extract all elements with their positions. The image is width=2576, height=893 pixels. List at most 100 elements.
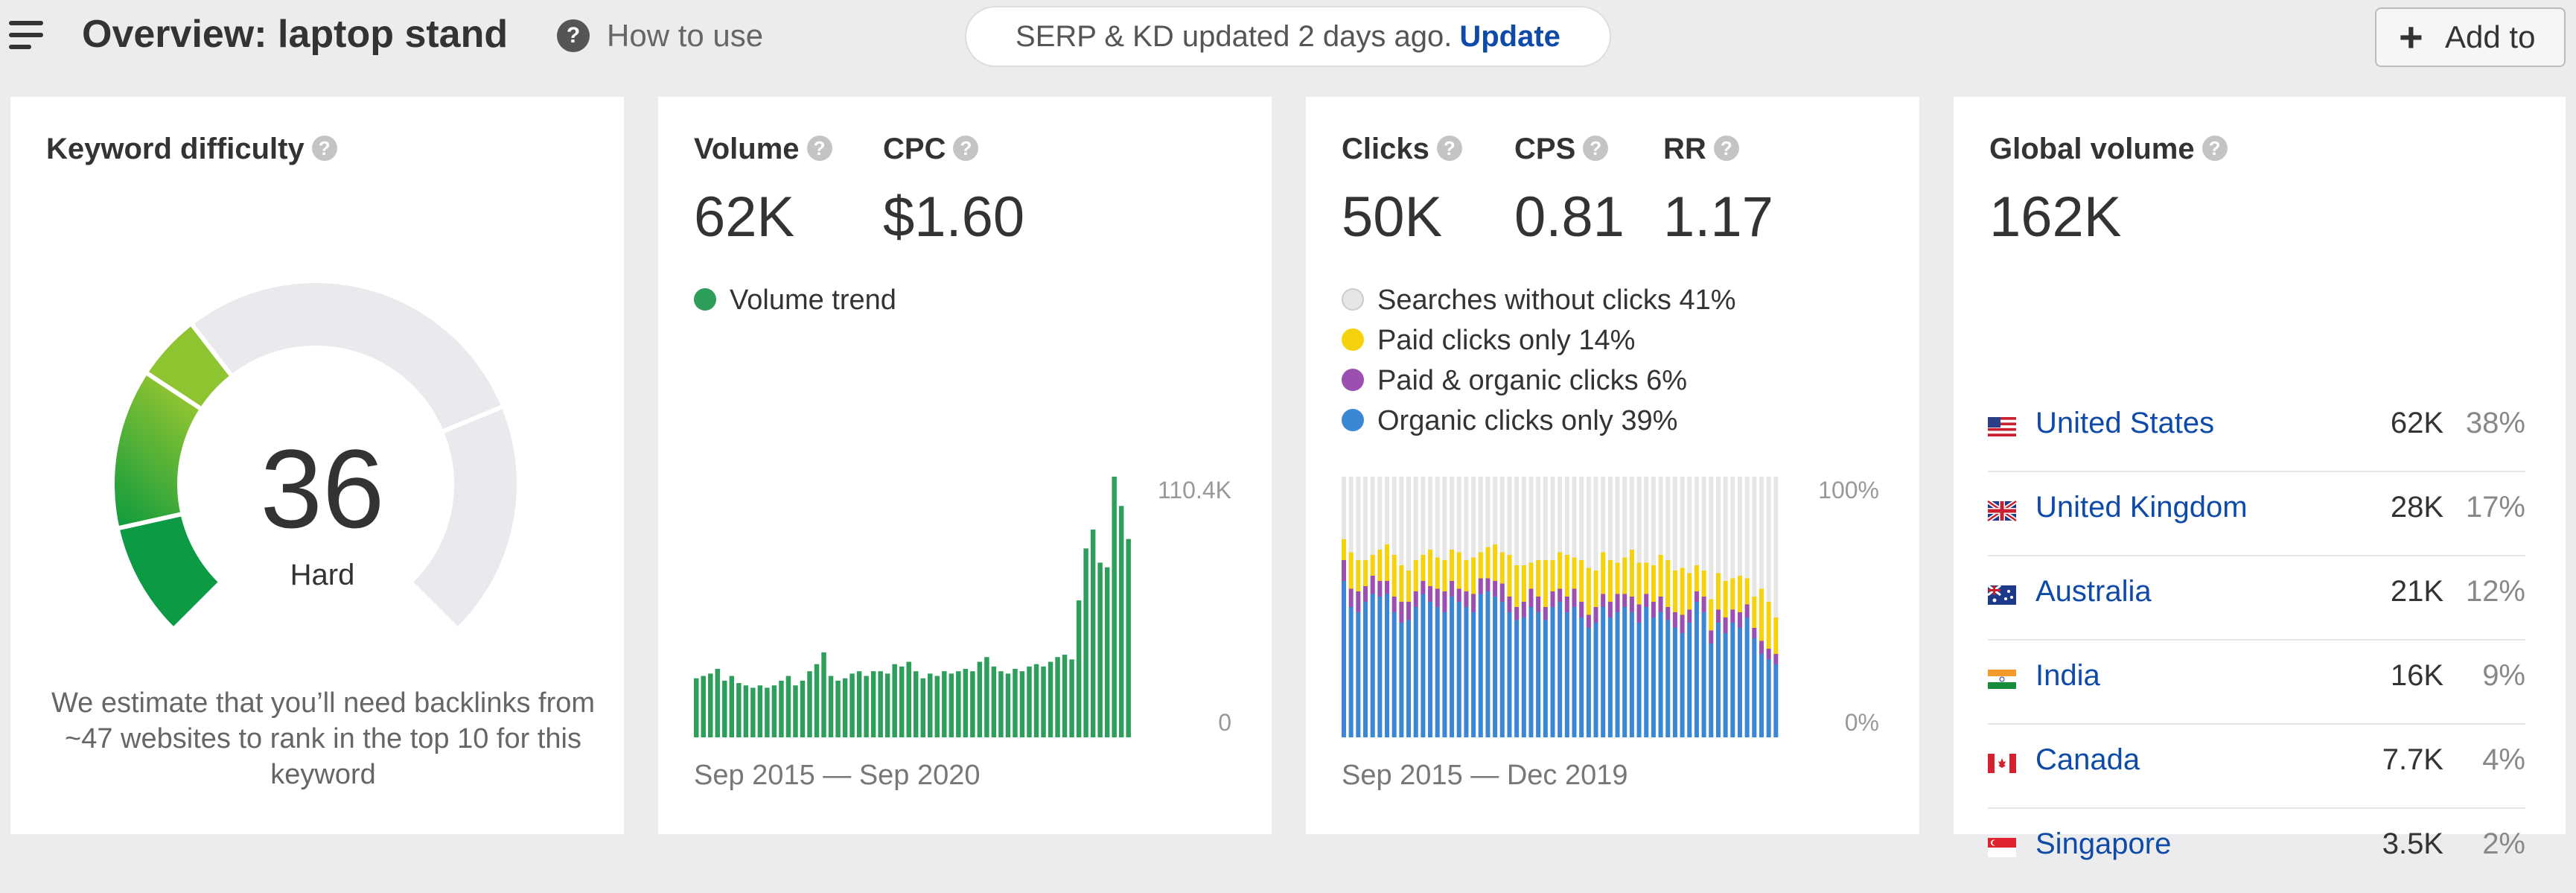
clicks-bar-segment xyxy=(1730,623,1735,737)
volume-bar xyxy=(984,657,989,737)
clicks-bar-segment xyxy=(1607,560,1613,602)
clicks-bar-segment xyxy=(1450,550,1455,581)
legend-paid-organic-clicks: Paid & organic clicks 6% xyxy=(1342,365,1687,397)
clicks-bar-segment xyxy=(1471,612,1476,737)
clicks-bar-segment xyxy=(1723,581,1728,617)
country-name-link[interactable]: Singapore xyxy=(2035,827,2172,860)
volume-help-icon[interactable]: ? xyxy=(806,136,832,162)
clicks-bar-segment xyxy=(1615,612,1620,737)
clicks-bar-segment xyxy=(1536,560,1541,597)
cpc-help-icon[interactable]: ? xyxy=(953,136,979,162)
clicks-bar-segment xyxy=(1744,617,1750,737)
volume-bar xyxy=(998,671,1004,737)
clicks-bar-segment xyxy=(1363,602,1368,737)
country-row: India 16K 9% xyxy=(1988,641,2525,725)
clicks-bar-segment xyxy=(1507,612,1512,737)
clicks-bar-segment xyxy=(1421,555,1426,581)
uk-flag-icon xyxy=(1986,499,2018,523)
menu-icon[interactable] xyxy=(9,21,45,51)
clicks-bar-segment xyxy=(1558,602,1563,737)
volume-trend-legend: Volume trend xyxy=(694,285,896,317)
volume-bar xyxy=(779,680,784,737)
volume-bar xyxy=(1076,600,1082,737)
volume-bar xyxy=(800,680,806,737)
clicks-bar-segment xyxy=(1629,612,1634,737)
rr-help-icon[interactable]: ? xyxy=(1713,136,1739,162)
clicks-bar-segment xyxy=(1564,612,1569,737)
cps-help-icon[interactable]: ? xyxy=(1583,136,1609,162)
country-name-link[interactable]: India xyxy=(2035,659,2100,692)
clicks-bar-segment xyxy=(1593,623,1598,737)
volume-bar xyxy=(878,671,883,737)
in-flag-icon xyxy=(1988,670,2016,689)
clicks-bar-segment xyxy=(1543,620,1548,737)
country-name-link[interactable]: Canada xyxy=(2035,743,2140,776)
clicks-bar-segment xyxy=(1744,578,1750,605)
country-volume: 28K xyxy=(2390,491,2443,524)
volume-bar xyxy=(1013,669,1018,737)
page-title: Overview: laptop stand xyxy=(82,13,508,56)
clicks-bar-segment xyxy=(1413,607,1418,737)
clicks-bar-segment xyxy=(1759,654,1764,737)
help-icon[interactable]: ? xyxy=(557,19,590,52)
clicks-bar-segment xyxy=(1629,597,1634,612)
clicks-bar-segment xyxy=(1680,614,1685,633)
clicks-bar-segment xyxy=(1428,586,1433,602)
clicks-help-icon[interactable]: ? xyxy=(1436,136,1462,162)
clicks-bar-segment xyxy=(1456,602,1461,737)
volume-bar xyxy=(849,673,855,737)
volume-bar xyxy=(856,671,862,737)
cps-title-row: CPS? xyxy=(1514,133,1609,166)
country-name-link[interactable]: Australia xyxy=(2035,575,2152,608)
volume-bar xyxy=(906,661,911,737)
country-name-link[interactable]: United States xyxy=(2035,407,2215,439)
clicks-bar-segment xyxy=(1543,607,1548,620)
clicks-bar-segment xyxy=(1737,576,1742,612)
clicks-bar-segment xyxy=(1622,607,1627,737)
volume-bar xyxy=(736,683,742,737)
update-link[interactable]: Update xyxy=(1459,20,1560,53)
volume-bar xyxy=(694,678,699,737)
global-volume-title-row: Global volume? xyxy=(1989,133,2228,166)
clicks-title-row: Clicks? xyxy=(1342,133,1462,166)
volume-bar xyxy=(1062,655,1068,737)
clicks-bar-segment xyxy=(1385,544,1390,581)
clicks-bar-segment xyxy=(1579,617,1584,737)
clicks-bar-segment xyxy=(1450,597,1455,737)
clicks-bar-segment xyxy=(1672,612,1677,628)
add-to-button[interactable]: + Add to xyxy=(2375,7,2566,67)
clicks-bar-segment xyxy=(1766,602,1771,649)
volume-bar xyxy=(920,678,925,737)
global-volume-help-icon[interactable]: ? xyxy=(2202,136,2228,162)
volume-bar xyxy=(1112,477,1117,737)
clicks-bar-segment xyxy=(1572,557,1577,589)
clicks-bar-segment xyxy=(1558,552,1563,589)
clicks-bar-segment xyxy=(1586,628,1591,737)
clicks-bar-segment xyxy=(1564,555,1569,597)
volume-bar xyxy=(870,671,876,737)
volume-value: 62K xyxy=(694,185,795,249)
cps-label: CPS xyxy=(1514,133,1576,165)
clicks-label: Clicks xyxy=(1342,133,1429,165)
clicks-bar-segment xyxy=(1471,557,1476,594)
volume-bar xyxy=(977,661,983,737)
clicks-bar-segment xyxy=(1773,664,1779,737)
clicks-bar-segment xyxy=(1773,617,1779,654)
clicks-bar-segment xyxy=(1507,555,1512,597)
kd-help-icon[interactable]: ? xyxy=(311,136,337,162)
how-to-use-link[interactable]: How to use xyxy=(607,18,764,53)
volume-bar xyxy=(970,671,975,737)
kd-gauge-divider xyxy=(117,512,183,531)
volume-bar xyxy=(785,676,791,737)
clicks-bar-segment xyxy=(1658,597,1663,612)
legend-label: Paid & organic clicks 6% xyxy=(1377,365,1688,396)
volume-bar xyxy=(1083,548,1088,737)
clicks-bar-segment xyxy=(1558,588,1563,602)
clicks-bar-segment xyxy=(1521,617,1526,737)
clicks-bar-segment xyxy=(1694,602,1699,737)
volume-bar xyxy=(729,676,735,737)
clicks-bar-segment xyxy=(1665,560,1671,607)
country-name-link[interactable]: United Kingdom xyxy=(2035,491,2248,524)
clicks-bar-segment xyxy=(1593,571,1598,607)
volume-bar xyxy=(1048,661,1053,737)
